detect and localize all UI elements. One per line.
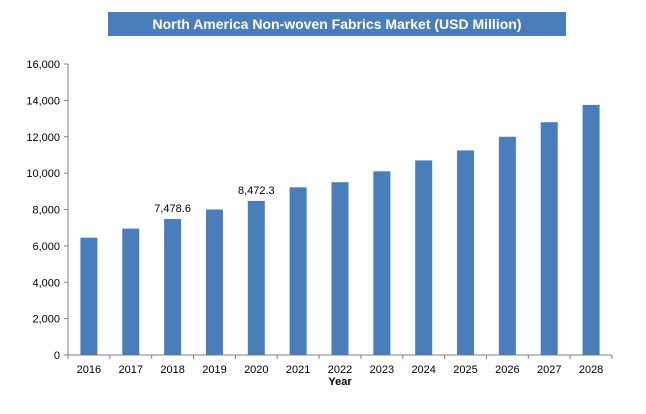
data-label-2020: 8,472.3 [238,185,275,197]
bar-2026 [498,136,516,355]
bar-2016 [80,237,98,355]
y-tick-label: 2,000 [32,314,60,326]
y-tick-label: 6,000 [32,241,60,253]
bar-2027 [540,122,558,355]
y-tick-label: 8,000 [32,205,60,217]
x-tick-label: 2020 [244,364,268,376]
x-tick-label: 2021 [286,364,310,376]
y-tick-label: 10,000 [26,168,60,180]
y-tick-label: 0 [54,350,60,362]
y-tick-label: 14,000 [26,95,60,107]
bar-2022 [331,182,349,355]
bar-2021 [289,187,307,355]
bar-2028 [582,104,600,355]
bar-2017 [122,228,140,355]
bar-2020 [247,200,265,355]
x-tick-label: 2016 [77,364,101,376]
x-tick-label: 2024 [411,364,435,376]
x-tick-label: 2028 [579,364,603,376]
x-axis-title: Year [328,376,352,388]
chart-title: North America Non-woven Fabrics Market (… [108,12,566,36]
bar-2019 [205,209,223,355]
y-tick-label: 16,000 [26,59,60,71]
y-tick-label: 12,000 [26,132,60,144]
bar-2018 [164,218,182,355]
bar-2023 [373,171,391,355]
x-tick-label: 2017 [119,364,143,376]
x-tick-label: 2025 [453,364,477,376]
data-label-2018: 7,478.6 [154,203,191,215]
bar-2025 [457,150,475,355]
x-tick-label: 2019 [202,364,226,376]
x-tick-label: 2026 [495,364,519,376]
x-tick-label: 2018 [160,364,184,376]
x-tick-label: 2022 [328,364,352,376]
x-tick-label: 2023 [370,364,394,376]
x-tick-label: 2027 [537,364,561,376]
y-tick-label: 4,000 [32,277,60,289]
bar-2024 [415,160,433,355]
